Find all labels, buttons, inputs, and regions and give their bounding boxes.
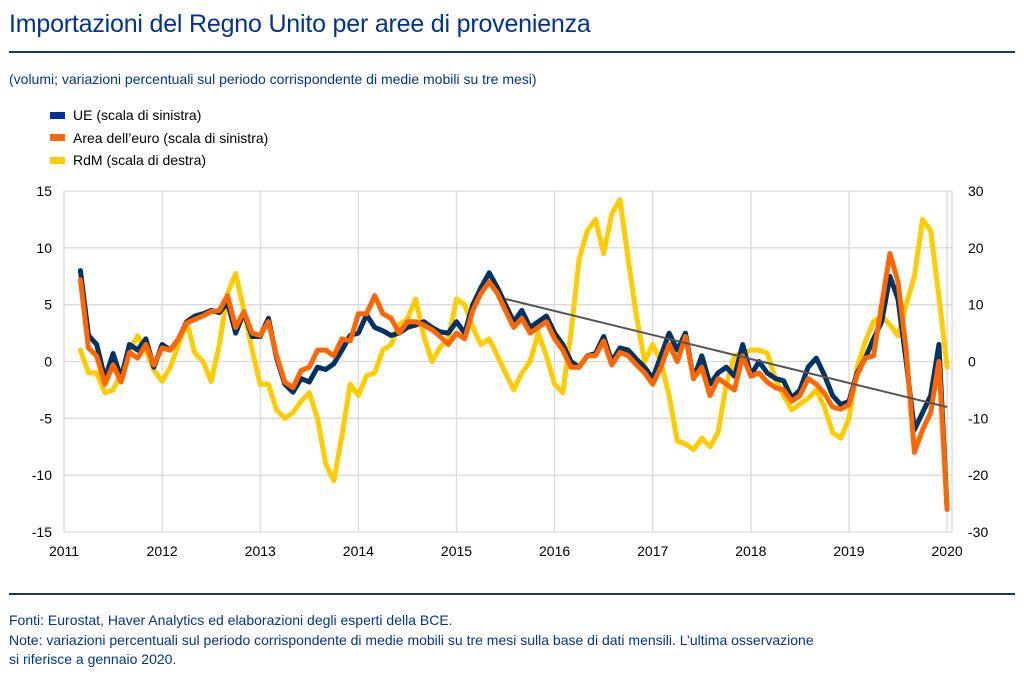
right-tick-label: -30 (968, 524, 988, 540)
x-tick-label: 2019 (833, 543, 864, 559)
x-tick-label: 2015 (441, 543, 472, 559)
legend-item-rdm: RdM (scala di destra) (50, 149, 268, 172)
legend-swatch-rdm (50, 156, 65, 164)
legend-label-ue: UE (scala di sinistra) (73, 107, 202, 124)
legend: UE (scala di sinistra) Area dell’euro (s… (50, 104, 268, 172)
legend-swatch-euro-area (50, 134, 65, 142)
right-tick-label: 30 (968, 183, 984, 199)
left-tick-label: -15 (32, 524, 52, 540)
left-tick-label: 10 (36, 240, 52, 256)
legend-label-euro-area: Area dell’euro (scala di sinistra) (73, 129, 269, 146)
series-line-euro-area (77, 251, 950, 512)
left-tick-label: -10 (32, 467, 52, 483)
left-tick-label: -5 (40, 410, 53, 426)
right-axis-ticks: 30 20 10 0 -10 -20 -30 (968, 183, 988, 540)
right-tick-label: 10 (968, 297, 984, 313)
footer-note-line2: si riferisce a gennaio 2020. (9, 651, 177, 667)
left-tick-label: 15 (36, 183, 52, 199)
trend-line (505, 298, 948, 408)
legend-item-ue: UE (scala di sinistra) (50, 104, 268, 127)
x-tick-label: 2018 (735, 543, 766, 559)
footer-rule (9, 593, 1015, 595)
right-tick-label: -20 (968, 467, 988, 483)
chart-plot: 15 10 5 0 -5 -10 -15 30 20 10 0 -10 -20 -30 2011 2012… (32, 183, 989, 559)
footer-sources: Fonti: Eurostat, Haver Analytics ed elab… (9, 612, 453, 628)
legend-item-euro-area: Area dell’euro (scala di sinistra) (50, 127, 268, 150)
legend-label-rdm: RdM (scala di destra) (73, 152, 207, 169)
series-lines (77, 197, 950, 512)
left-tick-label: 0 (44, 354, 52, 370)
x-axis-ticks: 2011 2012 2013 2014 2015 2016 2017 2018 2019 2020 (49, 543, 963, 559)
left-tick-label: 5 (44, 297, 52, 313)
x-tick-label: 2014 (343, 543, 374, 559)
x-tick-label: 2017 (637, 543, 668, 559)
x-tick-label: 2013 (245, 543, 276, 559)
x-tick-label: 2012 (147, 543, 178, 559)
footer: Fonti: Eurostat, Haver Analytics ed elab… (9, 611, 814, 670)
legend-swatch-ue (50, 111, 65, 119)
left-axis-ticks: 15 10 5 0 -5 -10 -15 (32, 183, 52, 540)
footer-note-line1: Note: variazioni percentuali sul periodo… (9, 631, 814, 648)
series-line-rdm (77, 197, 950, 484)
x-tick-label: 2020 (932, 543, 963, 559)
title-rule (9, 51, 1015, 53)
right-tick-label: 0 (968, 354, 976, 370)
chart-title: Importazioni del Regno Unito per aree di… (9, 10, 591, 38)
x-tick-label: 2011 (49, 543, 79, 559)
right-tick-label: -10 (968, 410, 988, 426)
right-tick-label: 20 (968, 240, 984, 256)
chart-subtitle: (volumi; variazioni percentuali sul peri… (9, 71, 537, 87)
x-tick-label: 2016 (539, 543, 570, 559)
